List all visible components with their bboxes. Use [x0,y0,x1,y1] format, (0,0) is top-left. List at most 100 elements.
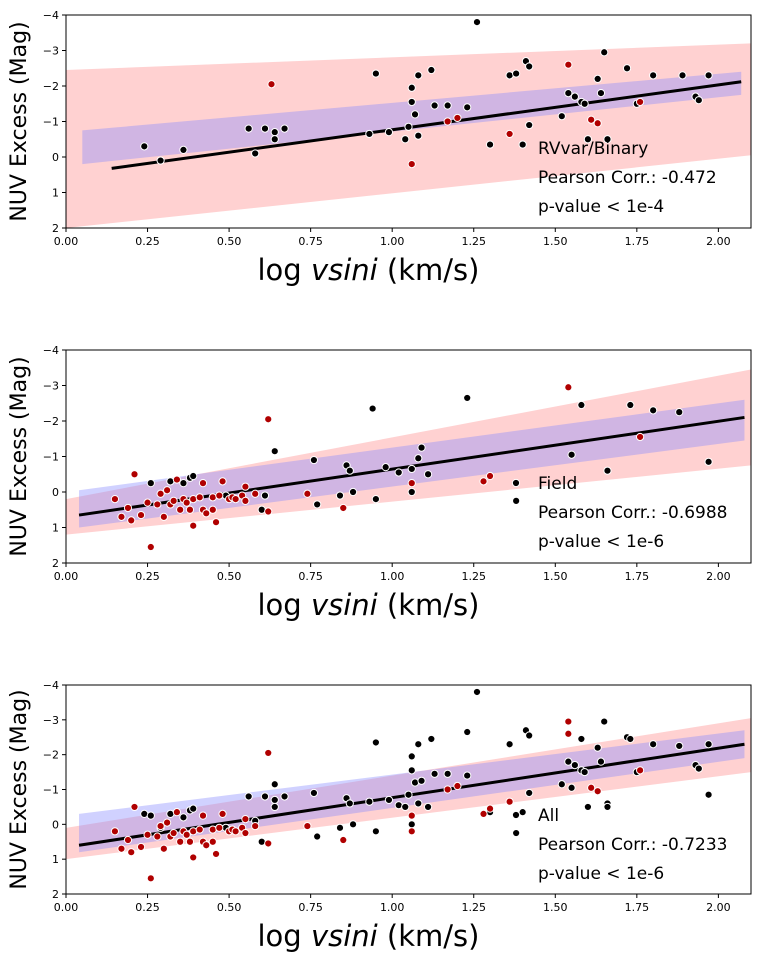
black-data-point [463,727,472,737]
black-data-point [675,741,684,751]
black-data-point [525,120,534,130]
black-data-point [423,470,433,479]
red-data-point [264,748,273,758]
x-tick-label: 0.00 [54,570,79,583]
p-value: p-value < 1e-6 [538,864,664,884]
black-data-point [603,135,612,144]
red-data-point [146,542,155,552]
black-data-point [345,799,354,808]
red-data-point [163,818,172,827]
red-data-point [443,117,452,126]
black-data-point [580,99,589,108]
x-tick-label: 1.00 [380,570,405,583]
pearson-correlation: Pearson Corr.: -0.7233 [538,835,728,855]
black-data-point [512,69,521,78]
y-tick-label: −2 [43,415,59,428]
red-data-point [202,841,211,850]
black-data-point [417,443,426,452]
red-data-point [264,415,273,424]
red-data-point [267,80,276,89]
red-data-point [189,853,198,862]
black-data-point [603,466,612,475]
black-data-point [407,487,416,497]
red-data-point [172,808,182,817]
black-data-point [570,761,579,770]
confidence-band-red [66,43,751,228]
black-data-point [179,479,188,488]
black-data-point [443,101,452,110]
red-data-point [303,489,312,498]
black-data-point [512,496,521,505]
y-tick-label: 2 [52,888,59,901]
black-data-point [704,457,713,466]
black-data-point [567,450,576,459]
p-value: p-value < 1e-4 [538,197,664,217]
red-data-point [635,432,645,442]
red-data-point [407,827,416,836]
red-data-point [153,500,162,509]
legend-marker [511,810,521,820]
x-tick-label: 1.75 [625,235,650,248]
x-tick-label: 2.00 [706,570,731,583]
red-data-point [479,477,488,486]
y-tick-label: −4 [43,9,59,22]
black-data-point [404,790,413,799]
y-tick-label: 2 [52,222,59,235]
y-tick-label: −1 [43,451,59,464]
black-data-point [577,734,586,744]
red-data-point [339,503,348,513]
black-data-point [348,487,358,497]
black-data-point [577,400,586,410]
black-data-point [371,495,380,504]
black-data-point [270,447,279,456]
y-axis-label: NUV Excess (Mag) [7,21,32,221]
red-data-point [198,479,208,488]
black-data-point [251,149,260,158]
x-tick-label: 1.00 [380,901,405,914]
black-data-point [313,500,322,509]
black-data-point [525,731,534,740]
black-data-point [280,792,289,801]
red-data-point [211,518,221,527]
chart-panel-2: 0.00 0.25 0.50 0.75 1.00 1.25 1.50 1.75 2.00 −4 −3… [7,344,752,622]
red-data-point [505,129,514,139]
black-data-point [404,122,413,131]
red-data-point [159,512,168,521]
black-data-point [371,69,380,78]
black-data-point [704,740,713,749]
red-data-point [143,830,152,839]
black-data-point [270,135,279,144]
x-tick-label: 0.25 [135,235,160,248]
black-data-point [564,757,573,766]
black-data-point [417,776,426,785]
x-tick-label: 1.50 [543,901,568,914]
red-data-point [208,837,217,846]
x-tick-label: 0.75 [298,570,323,583]
black-data-point [401,802,410,812]
black-data-point [270,128,279,137]
black-data-point [309,455,319,465]
red-data-point [153,832,162,841]
red-data-point [185,505,195,514]
black-data-point [146,479,155,488]
black-data-point [704,790,713,799]
y-tick-label: 2 [52,557,59,570]
y-tick-label: −2 [43,80,59,93]
x-tick-label: 0.00 [54,235,79,248]
black-data-point [694,96,703,105]
red-data-point [117,512,126,521]
black-data-point [270,802,279,812]
black-data-point [463,771,472,780]
black-data-point [472,687,482,697]
red-data-point [215,491,224,500]
red-data-point [130,802,139,812]
red-data-point [587,115,596,124]
y-tick-label: 0 [52,818,59,831]
black-data-point [179,145,188,154]
red-data-point [635,97,645,107]
black-data-point [244,124,253,133]
black-data-point [410,110,420,119]
black-data-point [384,795,394,805]
black-data-point [427,734,436,744]
x-tick-label: 0.25 [135,570,160,583]
